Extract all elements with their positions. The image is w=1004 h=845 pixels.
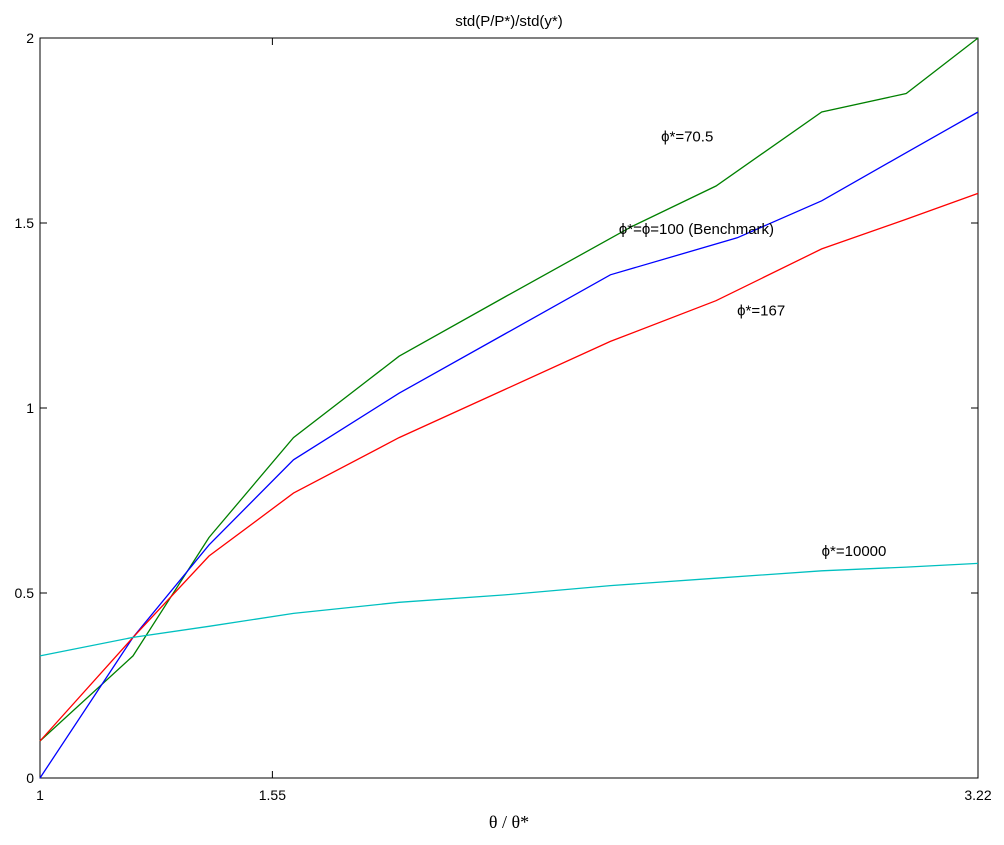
series-line-4 [39, 562, 979, 657]
series-line-2 [39, 111, 979, 779]
series-line-3 [39, 192, 979, 742]
chart-title: std(P/P*)/std(y*) [455, 13, 563, 30]
y-tick-label: 0.5 [15, 585, 35, 601]
x-tick-label: 1 [36, 787, 44, 803]
annotation-layer: ϕ*=70.5 ϕ*=ϕ=100 (Benchmark) ϕ*=167 ϕ*=1000… [619, 129, 887, 560]
series-line-1 [39, 37, 979, 742]
y-tick-label: 1 [26, 400, 34, 416]
series-annotation-2: ϕ*=ϕ=100 (Benchmark) [619, 221, 774, 238]
x-tick-label: 1.55 [259, 787, 286, 803]
x-tick-label: 3.22 [964, 787, 991, 803]
y-tick-label: 2 [26, 30, 34, 46]
series-annotation-4: ϕ*=10000 [822, 543, 887, 560]
y-tick-label: 0 [26, 770, 34, 786]
x-axis-label: θ / θ* [489, 812, 529, 832]
series-annotation-1: ϕ*=70.5 [661, 129, 713, 146]
series-layer [39, 37, 979, 779]
series-annotation-3: ϕ*=167 [737, 303, 785, 320]
plot-frame [39, 37, 979, 779]
y-tick-label: 1.5 [15, 215, 35, 231]
tick-layer: 1 1.55 3.22 0 0.5 1 1.5 2 [15, 30, 992, 803]
